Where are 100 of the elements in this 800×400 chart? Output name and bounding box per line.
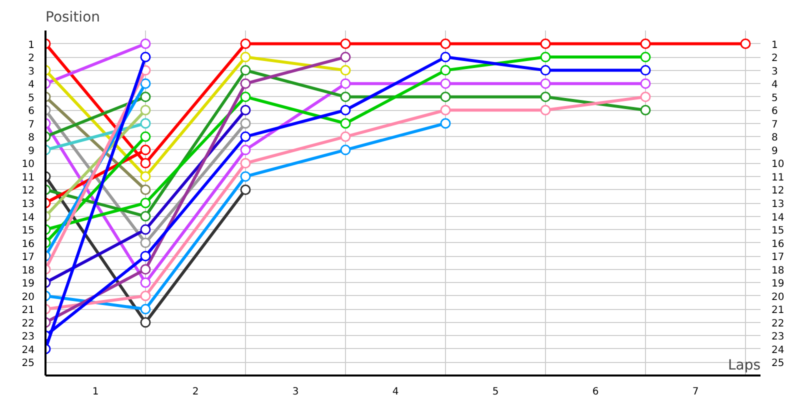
y-tick-label: 9 (28, 146, 35, 157)
point (640, 52, 651, 62)
y-tick-label: 8 (28, 132, 35, 144)
y2-tick-label: 9 (772, 146, 778, 157)
y-tick-label: 14 (22, 212, 35, 224)
point (240, 65, 251, 76)
y2-tick-label: 20 (772, 292, 784, 303)
y2-tick-label: 24 (772, 344, 784, 356)
point (540, 38, 551, 50)
point (240, 78, 251, 89)
point (640, 38, 651, 50)
y-tick-label: 5 (28, 92, 35, 104)
y-tick-label: 6 (28, 106, 35, 118)
y2-tick-label: 19 (772, 278, 784, 290)
x-tick-label: 1 (92, 386, 99, 398)
point (240, 92, 251, 102)
point (440, 65, 451, 76)
y2-tick-label: 4 (772, 80, 778, 91)
point (240, 52, 251, 62)
point (340, 144, 351, 156)
point (540, 65, 551, 76)
y-tick-label: 4 (28, 80, 35, 91)
point (240, 104, 251, 116)
point (140, 171, 151, 182)
point (140, 198, 151, 208)
y-tick-label: 1 (28, 40, 35, 51)
y-tick-label: 23 (22, 332, 35, 343)
point (340, 38, 351, 50)
point (240, 144, 251, 156)
y-tick-label: 19 (22, 278, 35, 290)
point (540, 52, 551, 62)
y-tick-label: 12 (22, 186, 35, 197)
point (140, 290, 151, 302)
point (340, 78, 351, 89)
y2-tick-label: 14 (772, 212, 784, 224)
point (140, 277, 151, 288)
x-tick-label: 6 (592, 386, 599, 398)
point (140, 304, 151, 314)
point (240, 184, 251, 195)
point (440, 52, 451, 62)
y2-tick-label: 5 (772, 92, 778, 104)
point (640, 65, 651, 76)
y-tick-label: 15 (22, 226, 35, 237)
y-tick-label: 24 (22, 344, 35, 356)
y-tick-label: 3 (28, 66, 35, 78)
y-tick-label: 22 (22, 318, 35, 330)
point (540, 78, 551, 89)
point (140, 264, 151, 275)
point (140, 158, 151, 168)
y-tick-label: 18 (22, 265, 35, 276)
point (440, 92, 451, 102)
point (340, 118, 351, 129)
y-tick-label: 2 (28, 53, 35, 64)
y-tick-label: 10 (22, 159, 35, 170)
point (140, 238, 151, 248)
point (340, 52, 351, 62)
point (140, 317, 151, 328)
point (540, 92, 551, 102)
y-tick-label: 11 (22, 172, 35, 184)
y-tick-label: 25 (22, 358, 35, 370)
y2-tick-label: 23 (772, 332, 784, 343)
x-tick-label: 2 (192, 386, 199, 398)
point (340, 131, 351, 142)
x-tick-label: 7 (692, 386, 699, 398)
y2-tick-label: 18 (772, 265, 784, 276)
point (640, 78, 651, 89)
y2-tick-label: 16 (772, 238, 784, 250)
point (240, 171, 251, 182)
point (440, 118, 451, 129)
y2-tick-label: 2 (772, 53, 778, 64)
point (340, 104, 351, 116)
point (140, 250, 151, 262)
y2-tick-label: 12 (772, 186, 784, 197)
y2-tick-label: 6 (772, 106, 778, 118)
y2-tick-label: 7 (772, 119, 778, 130)
point (240, 38, 251, 50)
y2-tick-label: 17 (772, 252, 784, 264)
x-axis-title: Laps (728, 358, 761, 374)
y2-tick-label: 22 (772, 318, 784, 330)
y2-tick-label: 11 (772, 172, 784, 184)
point (140, 211, 151, 222)
y2-tick-label: 3 (772, 66, 778, 78)
y-tick-label: 20 (22, 292, 35, 303)
y-tick-label: 17 (22, 252, 35, 264)
point (640, 104, 651, 116)
y-tick-label: 16 (22, 238, 35, 250)
y2-tick-label: 15 (772, 226, 784, 237)
point (540, 104, 551, 116)
y2-tick-label: 25 (772, 358, 784, 370)
x-tick-label: 5 (492, 386, 499, 398)
y2-tick-label: 21 (772, 305, 784, 316)
point (740, 38, 751, 50)
y-axis-title: Position (46, 10, 100, 26)
x-tick-label: 3 (292, 386, 299, 398)
x-tick-label: 4 (392, 386, 399, 398)
point (440, 104, 451, 116)
point (640, 92, 651, 102)
point (240, 118, 251, 129)
point (240, 131, 251, 142)
point (140, 224, 151, 235)
